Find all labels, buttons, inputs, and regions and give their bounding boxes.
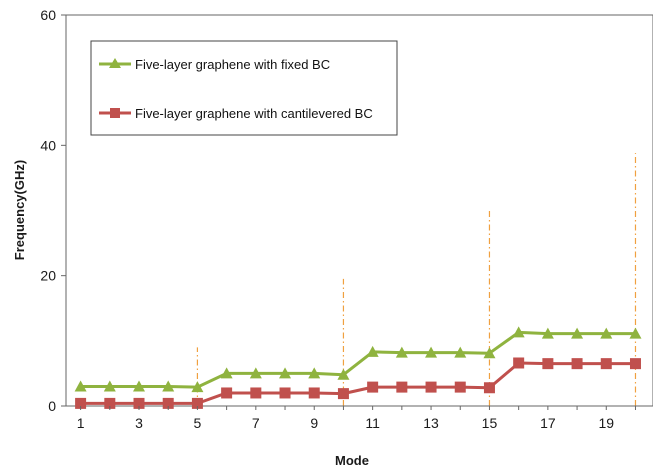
x-tick-label: 19 xyxy=(598,415,614,431)
data-point-square xyxy=(542,358,554,370)
legend-item-cantilevered: Five-layer graphene with cantilevered BC xyxy=(99,106,373,121)
series-fixed xyxy=(74,326,642,393)
x-tick-label: 13 xyxy=(423,415,439,431)
data-point-triangle xyxy=(103,380,116,392)
series-cantilevered xyxy=(75,357,641,409)
data-point-triangle xyxy=(541,327,554,339)
x-tick-label: 7 xyxy=(252,415,260,431)
data-point-triangle xyxy=(249,367,262,379)
y-axis-title: Frequency(GHz) xyxy=(12,160,27,260)
x-axis-title: Mode xyxy=(335,453,369,468)
y-tick-label: 60 xyxy=(40,7,56,23)
y-tick-label: 40 xyxy=(40,137,56,153)
legend-swatch-cantilevered-marker xyxy=(110,108,120,118)
data-point-triangle xyxy=(425,346,438,358)
series-line xyxy=(80,330,636,389)
x-tick-label: 15 xyxy=(482,415,498,431)
data-point-triangle xyxy=(133,380,146,392)
plot-area-frame xyxy=(65,14,653,407)
data-point-triangle xyxy=(220,367,233,379)
data-point-square xyxy=(483,382,495,394)
x-tick-label: 5 xyxy=(194,415,202,431)
data-point-triangle xyxy=(571,327,584,339)
axes-layer xyxy=(65,14,653,407)
x-tick-label: 17 xyxy=(540,415,556,431)
data-point-square xyxy=(104,397,116,409)
data-point-square xyxy=(425,381,437,393)
data-point-square xyxy=(396,381,408,393)
y-axis-ticks: 0 20 40 60 xyxy=(40,7,66,414)
data-point-triangle xyxy=(74,380,87,392)
legend: Five-layer graphene with fixed BC Five-l… xyxy=(90,40,398,136)
x-tick-label: 11 xyxy=(365,415,380,431)
data-point-triangle xyxy=(512,326,525,338)
annotation-layer xyxy=(196,153,637,406)
data-point-triangle xyxy=(629,327,642,339)
data-point-triangle xyxy=(308,367,321,379)
y-tick-label: 20 xyxy=(40,268,56,284)
data-point-square xyxy=(571,358,583,370)
data-point-square xyxy=(600,358,612,370)
legend-item-fixed: Five-layer graphene with fixed BC xyxy=(99,57,330,72)
data-point-triangle xyxy=(191,381,204,393)
data-point-square xyxy=(250,387,262,399)
data-point-square xyxy=(629,358,641,370)
data-point-triangle xyxy=(600,327,613,339)
data-point-square xyxy=(279,387,291,399)
data-point-square xyxy=(308,387,320,399)
data-point-triangle xyxy=(366,345,379,357)
data-point-square xyxy=(367,381,379,393)
y-tick-label: 0 xyxy=(48,398,56,414)
data-point-triangle xyxy=(337,368,350,380)
data-point-triangle xyxy=(454,346,467,358)
x-tick-label: 9 xyxy=(310,415,318,431)
x-tick-label: 1 xyxy=(77,415,85,431)
data-point-square xyxy=(191,397,203,409)
data-point-triangle xyxy=(162,380,175,392)
data-point-square xyxy=(337,388,349,400)
x-tick-label: 3 xyxy=(135,415,143,431)
data-point-square xyxy=(221,387,233,399)
x-axis-ticks: 1 3 5 7 9 11 13 15 17 19 xyxy=(77,406,636,431)
data-point-square xyxy=(513,357,525,369)
data-point-square xyxy=(133,397,145,409)
data-point-triangle xyxy=(279,367,292,379)
legend-swatch-fixed-marker xyxy=(109,58,121,68)
data-point-square xyxy=(454,381,466,393)
data-point-square xyxy=(75,397,87,409)
legend-box xyxy=(90,40,398,136)
data-point-square xyxy=(162,397,174,409)
legend-label-cantilevered: Five-layer graphene with cantilevered BC xyxy=(135,106,373,121)
series-layer xyxy=(74,326,642,409)
data-point-triangle xyxy=(483,347,496,359)
data-point-triangle xyxy=(395,346,408,358)
legend-label-fixed: Five-layer graphene with fixed BC xyxy=(135,57,330,72)
